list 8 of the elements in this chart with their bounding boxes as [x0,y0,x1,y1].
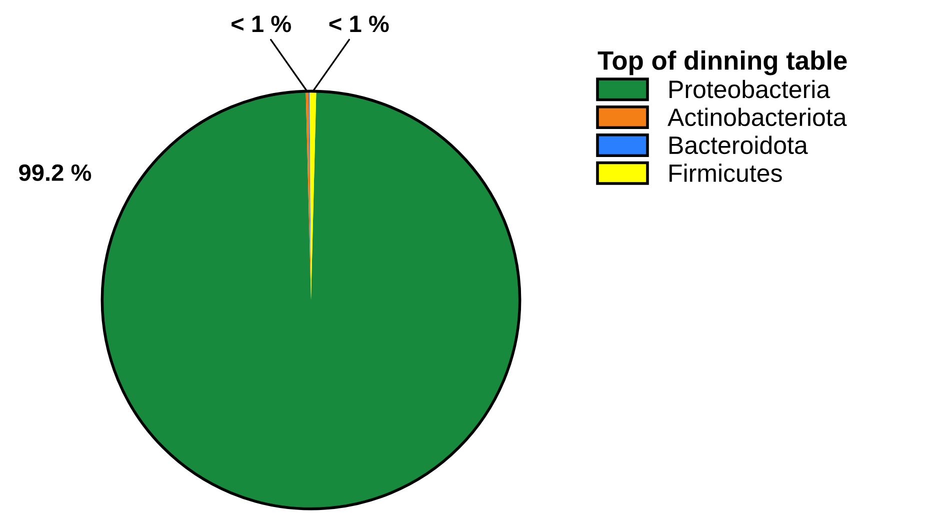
data-label: 99.2 % [19,164,92,182]
legend-label: Actinobacteriota [668,108,847,126]
legend-label: Bacteroidota [670,136,808,154]
legend-label: Firmicutes [670,164,782,182]
data-label: < 1 % [232,16,292,32]
legend-title: Top of dinning table [598,50,847,76]
legend-label: Proteobacteria [670,80,830,98]
data-label: < 1 % [329,16,389,32]
